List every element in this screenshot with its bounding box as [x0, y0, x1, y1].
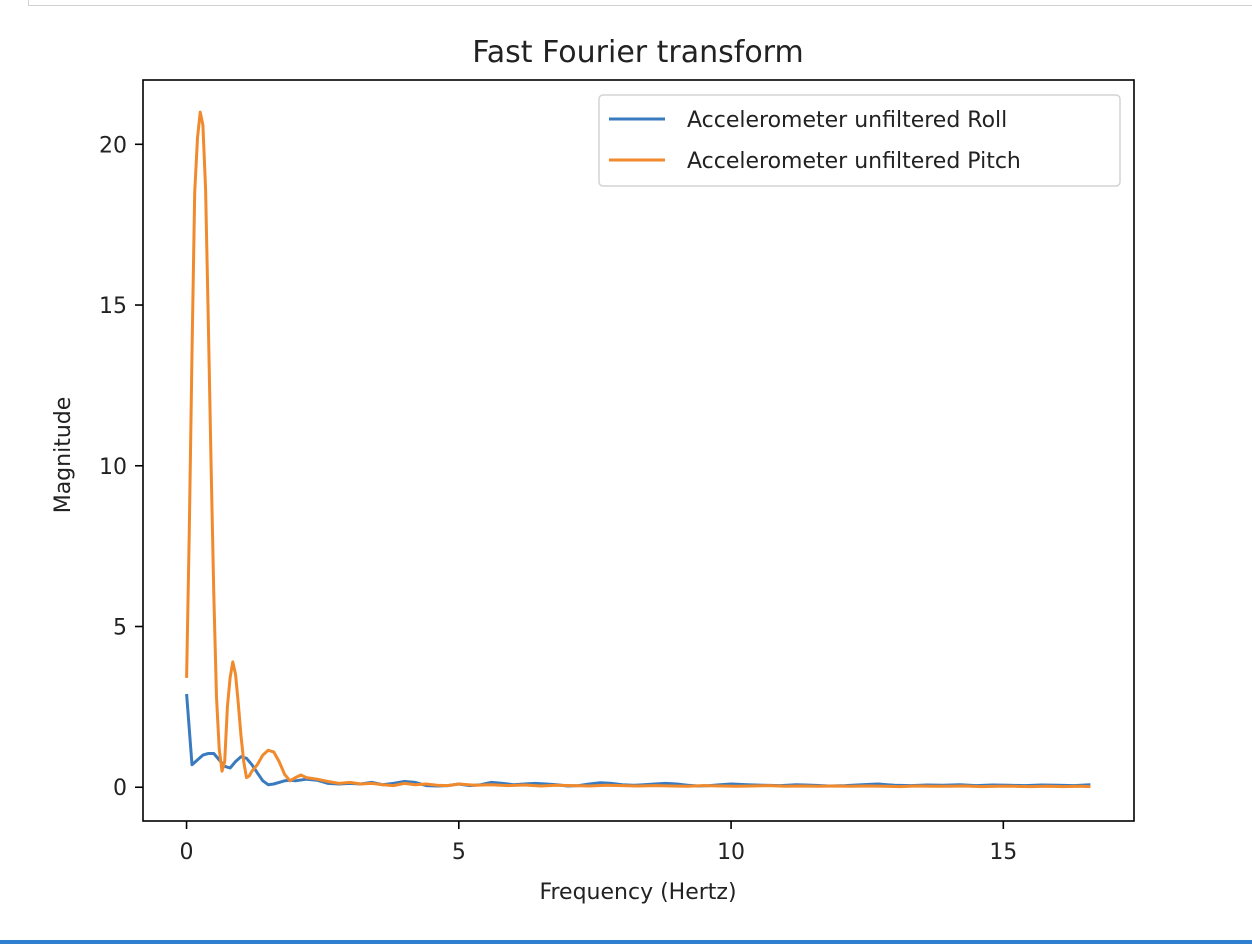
- bottom-status-bar: [0, 940, 1252, 944]
- x-tick-label: 15: [989, 840, 1017, 865]
- axes-frame: [142, 79, 1135, 822]
- x-tick-label: 10: [717, 840, 745, 865]
- legend-box: [598, 94, 1121, 187]
- series-line-2: [185, 110, 1091, 789]
- series-line-1: [185, 693, 1091, 788]
- y-tick-label: 15: [99, 294, 127, 319]
- axis-ticks: 0 5 10 15 0 5 10 15 20: [99, 133, 1017, 865]
- legend: Accelerometer unfiltered Roll Acceleromet…: [598, 94, 1121, 187]
- y-tick-label: 20: [99, 133, 127, 158]
- x-tick-label: 5: [452, 840, 466, 865]
- x-tick-label: 0: [180, 840, 194, 865]
- y-tick-label: 0: [113, 776, 127, 801]
- x-axis-label: Frequency (Hertz): [539, 880, 736, 905]
- chart-title: Fast Fourier transform: [472, 35, 803, 70]
- legend-label-2: Accelerometer unfiltered Pitch: [687, 149, 1021, 174]
- y-axis-label: Magnitude: [51, 397, 76, 514]
- legend-label-1: Accelerometer unfiltered Roll: [687, 108, 1007, 133]
- y-tick-label: 5: [113, 616, 127, 641]
- cell-frame: [28, 0, 1252, 6]
- y-tick-label: 10: [99, 455, 127, 480]
- plot-area: [142, 79, 1135, 822]
